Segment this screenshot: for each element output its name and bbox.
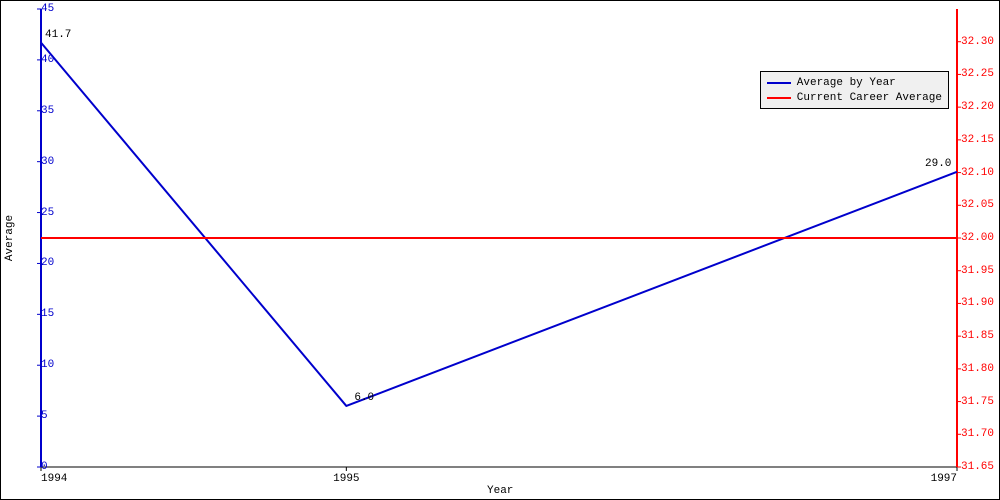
y-right-tick-label: 31.80: [957, 363, 994, 375]
x-axis-title: Year: [487, 485, 513, 497]
y-right-tick-label: 32.05: [957, 199, 994, 211]
legend-item: Current Career Average: [767, 90, 942, 105]
y-right-tick-label: 31.90: [957, 297, 994, 309]
y-right-tick-label: 32.30: [957, 36, 994, 48]
y-left-tick-label: 0: [41, 461, 45, 473]
y-left-tick-label: 45: [41, 3, 45, 15]
legend-item: Average by Year: [767, 75, 942, 90]
y-right-tick-label: 31.75: [957, 396, 994, 408]
y-right-tick-label: 32.00: [957, 232, 994, 244]
legend: Average by Year Current Career Average: [760, 71, 949, 109]
data-point-label: 41.7: [45, 29, 71, 41]
x-tick-label: 1997: [931, 467, 957, 485]
legend-swatch: [767, 82, 791, 84]
data-point-label: 29.0: [925, 158, 951, 170]
y-left-tick-label: 10: [41, 359, 45, 371]
legend-label: Average by Year: [797, 77, 896, 89]
y-left-tick-label: 40: [41, 54, 45, 66]
y-left-tick-label: 25: [41, 207, 45, 219]
legend-swatch: [767, 97, 791, 99]
y-left-tick-label: 35: [41, 105, 45, 117]
y-left-tick-label: 20: [41, 257, 45, 269]
y-right-tick-label: 31.70: [957, 428, 994, 440]
y-left-tick-label: 30: [41, 156, 45, 168]
y-right-tick-label: 31.85: [957, 330, 994, 342]
y-right-tick-label: 32.10: [957, 167, 994, 179]
y-right-tick-label: 32.20: [957, 101, 994, 113]
y-left-tick-label: 15: [41, 308, 45, 320]
legend-label: Current Career Average: [797, 92, 942, 104]
y-right-tick-label: 32.15: [957, 134, 994, 146]
data-point-label: 6.0: [354, 392, 374, 404]
y-right-tick-label: 31.65: [957, 461, 994, 473]
chart-frame: 19941995199705101520253035404531.6531.70…: [0, 0, 1000, 500]
y-left-tick-label: 5: [41, 410, 45, 422]
y-right-tick-label: 31.95: [957, 265, 994, 277]
y-right-tick-label: 32.25: [957, 68, 994, 80]
y-axis-title: Average: [4, 215, 16, 261]
x-tick-label: 1995: [333, 467, 359, 485]
